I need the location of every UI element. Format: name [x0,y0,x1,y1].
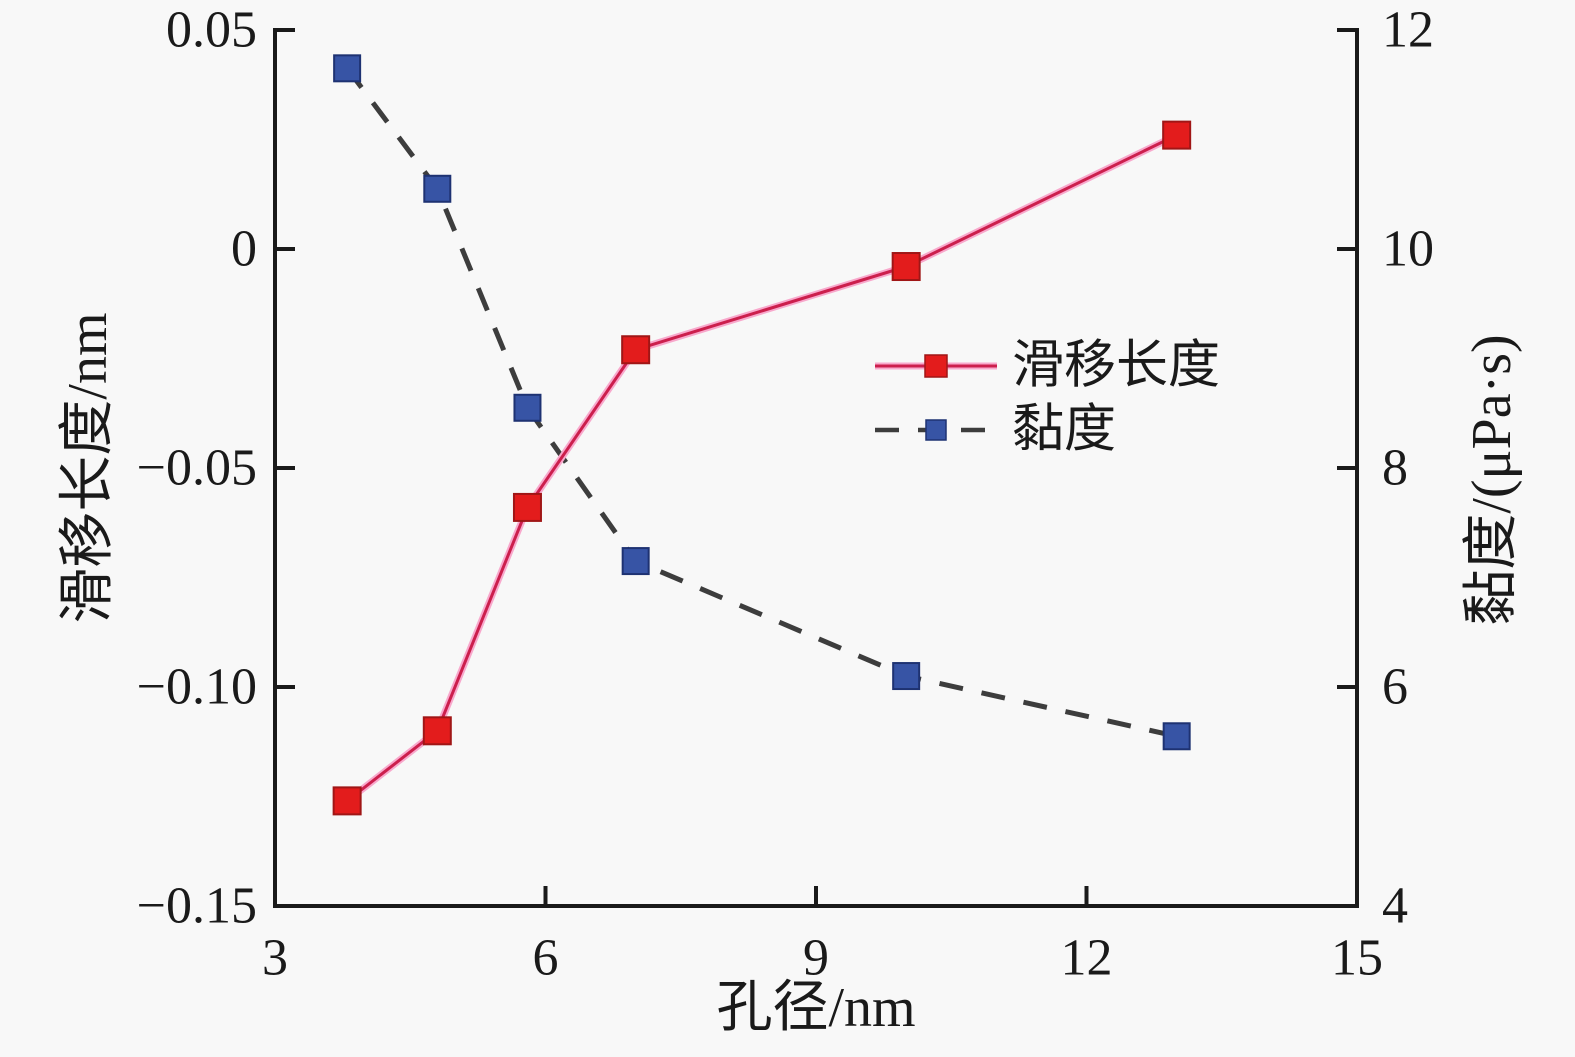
y-right-axis-title: 黏度/(μPa·s) [1461,334,1523,625]
viscosity-marker [892,662,921,691]
y-right-tick-label: 4 [1382,878,1408,935]
y-left-tick-label: −0.05 [137,440,257,497]
axis-tick-labels: 0.05 0 −0.05 −0.10 −0.15 12 10 8 6 4 3 6 9 12 15 [137,2,1434,987]
slip-marker [332,786,362,816]
legend-slip-marker-icon [924,354,948,378]
y-right-tick-label: 12 [1382,2,1434,59]
viscosity-line [345,66,1178,739]
x-tick-label: 6 [533,930,559,987]
viscosity-marker [423,174,452,203]
y-left-tick-label: −0.10 [137,659,257,716]
y-left-tick-label: −0.15 [137,878,257,935]
axis-ticks [273,28,1359,908]
slip-length-line [346,133,1178,803]
slip-marker [891,252,921,282]
viscosity-marker [333,54,362,83]
plot-spine [273,28,1359,908]
viscosity-marker [1162,722,1191,751]
y-right-tick-label: 8 [1382,440,1408,497]
slip-marker [512,492,542,522]
y-right-tick-label: 10 [1382,221,1434,278]
x-tick-label: 9 [803,930,829,987]
plot-spines [273,28,1359,908]
x-tick-label: 12 [1061,930,1113,987]
legend-entry-slip-length: 滑移长度 [875,338,1220,395]
y-left-axis-title: 滑移长度/nm [57,312,119,623]
slip-marker [1162,120,1192,150]
legend-viscosity-label: 黏度 [1012,402,1116,459]
y-left-tick-label: 0 [231,221,257,278]
slip-marker [621,335,651,365]
x-tick-label: 15 [1331,930,1383,987]
slip-length-line-glow [344,131,1179,804]
x-tick-label: 3 [262,930,288,987]
viscosity-marker [513,393,542,422]
legend-slip-label: 滑移长度 [1012,338,1220,395]
viscosity-marker [621,547,650,576]
slip-marker [422,716,452,746]
legend-entry-viscosity: 黏度 [875,402,1116,459]
legend: 滑移长度 黏度 [875,338,1220,459]
legend-viscosity-marker-icon [925,419,947,441]
y-left-tick-label: 0.05 [166,2,257,59]
data-series [332,54,1192,816]
y-right-tick-label: 6 [1382,659,1408,716]
x-axis-title: 孔径/nm [716,977,915,1039]
